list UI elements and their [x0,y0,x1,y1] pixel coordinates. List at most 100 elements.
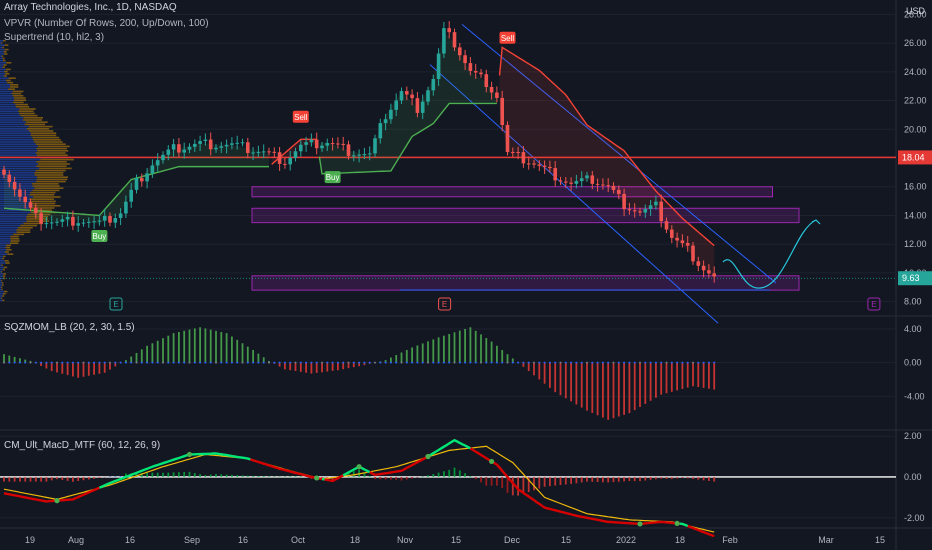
candle-body [638,211,642,212]
candle-body [437,54,441,79]
candle-body [310,140,314,143]
supertrend-legend[interactable]: Supertrend (10, hl2, 3) [4,32,104,43]
price-tick-label: 24.00 [904,67,927,77]
sell-signal-label: Sell [501,34,515,43]
earnings-marker-label: E [113,300,118,309]
candle-body [654,202,658,206]
sqz-dot [295,362,297,364]
volume-profile-bar [0,163,38,165]
volume-profile-bar [17,231,31,233]
sqz-dot [120,362,122,364]
sqz-dot [56,362,58,364]
macd-cross-dot [357,464,362,469]
volume-profile-bar [2,284,4,286]
candle-body [204,140,208,141]
sqz-dot [141,362,143,364]
volume-profile-bar [0,161,36,163]
volume-profile-bar [37,148,67,150]
candle-body [416,98,420,113]
candle-body [34,208,38,213]
time-tick-label: Oct [291,535,306,545]
supertrend-fill [319,32,497,174]
sqz-dot [666,362,668,364]
macd-cross-dot [187,452,192,457]
volume-profile-bar [1,42,2,44]
candle-body [712,273,716,276]
volume-profile-bar [18,227,33,229]
sqz-dot [644,362,646,364]
volume-profile-bar [0,271,1,273]
volume-profile-bar [3,269,5,271]
volume-profile-bar [0,80,6,82]
volume-profile-bar [27,220,49,222]
candle-body [575,181,579,184]
volume-profile-bar [4,51,7,53]
sqz-dot [40,362,42,364]
candle-body [98,221,102,222]
volume-profile-bar [19,108,35,110]
sqz-dot [67,362,69,364]
volume-profile-bar [1,297,2,299]
sqz-dot [485,362,487,364]
sqz-dot [24,362,26,364]
sqz-dot [517,362,519,364]
sqz-dot [178,362,180,364]
volume-profile-bar [38,163,70,165]
sqz-dot [358,362,360,364]
candle-body [485,74,489,87]
sqz-dot [416,362,418,364]
volume-profile-bar [36,165,66,167]
candle-body [628,209,632,210]
volume-profile-bar [0,295,2,297]
volume-profile-bar [0,66,3,68]
sqz-dot [708,362,710,364]
volume-profile-bar [3,60,5,62]
volume-profile-bar [14,99,26,101]
volume-profile-bar [0,60,3,62]
volume-profile-bar [0,124,25,126]
vpvr-legend[interactable]: VPVR (Number Of Rows, 200, Up/Down, 100) [4,18,209,29]
volume-profile-bar [0,62,6,64]
sqz-dot [231,362,233,364]
macd-line [250,459,322,479]
candle-body [432,79,436,90]
sqz-dot [438,362,440,364]
price-tick-label: 14.00 [904,210,927,220]
volume-profile-bar [5,44,9,46]
sqz-dot [199,362,201,364]
volume-profile-bar [10,242,18,244]
volume-profile-bar [0,165,36,167]
volume-profile-bar [0,159,40,161]
sqzmom-legend[interactable]: SQZMOM_LB (20, 2, 30, 1.5) [4,322,135,333]
sqz-dot [591,362,593,364]
sqz-dot [639,362,641,364]
candle-body [665,221,669,229]
volume-profile-bar [33,139,61,141]
volume-profile-bar [0,102,13,104]
volume-profile-bar [13,95,24,97]
volume-profile-bar [0,216,26,218]
candle-body [532,163,536,164]
candle-body [569,183,573,184]
candle-body [606,185,610,186]
candle-body [379,123,383,138]
macd-cross-dot [489,459,494,464]
candle-body [469,63,473,71]
candle-body [262,151,266,152]
volume-profile-bar [0,218,26,220]
sqz-dot [379,362,381,364]
volume-profile-bar [3,293,6,295]
volume-profile-bar [35,172,64,174]
volume-profile-bar [0,82,7,84]
candle-body [209,140,213,150]
symbol-legend[interactable]: Array Technologies, Inc., 1D, NASDAQ [4,2,177,13]
candle-body [458,47,462,55]
macd-legend[interactable]: CM_Ult_MacD_MTF (60, 12, 26, 9) [4,440,160,451]
volume-profile-bar [4,291,7,293]
candle-body [702,266,706,271]
volume-profile-bar [29,130,53,132]
volume-profile-bar [34,141,63,143]
volume-profile-bar [0,77,9,79]
sqz-dot [618,362,620,364]
